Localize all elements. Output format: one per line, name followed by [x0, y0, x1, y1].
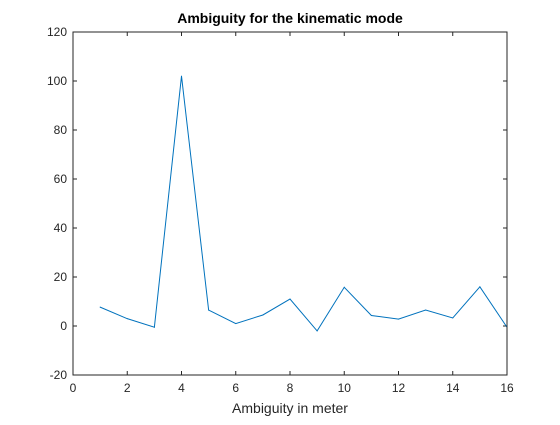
- y-tick-label: 120: [47, 25, 67, 39]
- data-point: [99, 306, 101, 308]
- x-tick-label: 16: [500, 381, 514, 395]
- y-tick-label: 100: [47, 74, 67, 88]
- x-tick-label: 8: [287, 381, 294, 395]
- data-point: [262, 314, 264, 316]
- y-tick-label: 0: [60, 319, 67, 333]
- data-point: [181, 75, 182, 77]
- data-point: [425, 309, 427, 311]
- data-point: [235, 323, 237, 325]
- x-tick-label: 12: [392, 381, 406, 395]
- x-tick-label: 0: [70, 381, 77, 395]
- chart-title: Ambiguity for the kinematic mode: [177, 10, 403, 26]
- x-tick-label: 14: [446, 381, 460, 395]
- x-tick-label: 6: [232, 381, 239, 395]
- series-line: [99, 76, 508, 332]
- y-tick-label: 60: [54, 172, 68, 186]
- data-point: [208, 309, 210, 311]
- data-point: [343, 286, 345, 288]
- data-point: [479, 286, 481, 288]
- y-tick-label: 20: [54, 270, 68, 284]
- x-axis-label: Ambiguity in meter: [232, 400, 348, 416]
- data-point: [289, 298, 291, 300]
- axes-background: [73, 32, 507, 375]
- data-point: [370, 314, 372, 316]
- data-point: [126, 318, 128, 320]
- x-tick-label: 10: [338, 381, 352, 395]
- data-point: [398, 318, 399, 320]
- x-tick-label: 4: [178, 381, 185, 395]
- data-point: [153, 326, 155, 328]
- x-tick-label: 2: [124, 381, 131, 395]
- data-point: [316, 330, 318, 332]
- y-tick-label: 80: [54, 123, 68, 137]
- y-tick-label: -20: [50, 368, 68, 382]
- y-tick-label: 40: [54, 221, 68, 235]
- data-point: [452, 317, 454, 319]
- axes-box: [72, 31, 508, 376]
